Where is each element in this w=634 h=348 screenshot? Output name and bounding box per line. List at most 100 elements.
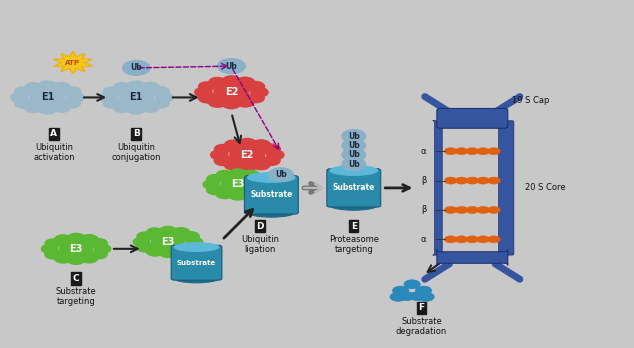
Circle shape [342,148,366,161]
Text: F: F [418,303,425,313]
Text: C: C [73,274,79,283]
Circle shape [195,87,212,97]
Text: E3: E3 [231,180,245,189]
Circle shape [268,168,294,182]
Circle shape [466,148,479,155]
Circle shape [230,145,265,164]
Circle shape [223,76,240,86]
Ellipse shape [247,173,295,182]
Ellipse shape [330,166,378,175]
Circle shape [91,250,107,259]
Text: E2: E2 [240,150,254,160]
Circle shape [444,177,457,184]
Circle shape [216,189,234,199]
Text: Substrate: Substrate [333,183,375,192]
Circle shape [342,129,366,143]
Circle shape [246,81,264,92]
Text: Ubiquitin
ligation: Ubiquitin ligation [241,235,279,254]
Circle shape [208,97,227,107]
Circle shape [152,233,184,251]
Circle shape [160,227,176,236]
Circle shape [221,175,254,193]
Circle shape [222,98,241,109]
FancyBboxPatch shape [245,176,299,214]
Text: Substrate
targeting: Substrate targeting [56,287,96,307]
Circle shape [15,87,31,96]
Text: E3: E3 [69,244,83,254]
Circle shape [45,239,61,247]
Circle shape [141,82,160,93]
Circle shape [186,237,203,246]
Circle shape [137,232,153,240]
Circle shape [81,254,98,263]
Ellipse shape [330,200,378,210]
Circle shape [146,228,163,237]
Circle shape [113,102,132,112]
Text: ATP: ATP [65,60,81,66]
Ellipse shape [174,243,219,252]
Circle shape [252,160,270,170]
Circle shape [172,228,190,238]
Circle shape [252,140,271,150]
Circle shape [238,161,257,171]
Circle shape [182,232,199,241]
Circle shape [216,171,233,180]
Circle shape [214,156,232,166]
Circle shape [52,82,71,93]
Text: α: α [421,147,426,156]
Circle shape [466,177,479,184]
Circle shape [207,185,224,195]
Circle shape [477,236,489,243]
Circle shape [41,244,58,253]
Circle shape [80,235,98,245]
Text: Ub: Ub [226,62,237,71]
Circle shape [53,103,70,112]
Circle shape [183,243,199,252]
Circle shape [252,174,269,184]
Circle shape [267,150,284,160]
Circle shape [342,139,366,152]
Circle shape [90,239,107,248]
Text: Substrate
degradation: Substrate degradation [396,317,447,336]
Circle shape [390,292,406,301]
Text: E3: E3 [161,237,175,247]
Circle shape [455,148,468,155]
Circle shape [444,206,457,214]
Circle shape [30,88,65,107]
Circle shape [62,87,81,97]
FancyBboxPatch shape [498,121,514,255]
Polygon shape [54,52,92,74]
Circle shape [236,97,254,107]
Circle shape [466,206,479,214]
Circle shape [224,159,243,170]
Text: Ub: Ub [131,63,142,72]
Circle shape [137,243,154,252]
Circle shape [54,253,72,263]
Circle shape [151,87,169,97]
Circle shape [119,88,153,107]
Circle shape [207,175,223,183]
Text: β: β [421,205,426,214]
Circle shape [24,102,43,112]
Ellipse shape [247,207,295,217]
Circle shape [217,58,245,74]
Circle shape [488,236,500,243]
Circle shape [38,104,57,114]
Circle shape [173,247,190,256]
Circle shape [141,103,159,112]
Text: 20 S Core: 20 S Core [525,183,566,192]
Circle shape [15,98,32,108]
FancyBboxPatch shape [171,245,222,280]
Text: Proteasome
targeting: Proteasome targeting [329,235,378,254]
Circle shape [203,180,219,189]
Circle shape [466,236,479,243]
Circle shape [230,169,246,178]
Text: Ub: Ub [348,150,359,159]
Circle shape [488,148,500,155]
Circle shape [477,148,489,155]
Circle shape [477,177,489,184]
Circle shape [214,82,249,102]
Circle shape [253,185,269,194]
Circle shape [68,234,84,243]
Circle shape [242,170,260,180]
